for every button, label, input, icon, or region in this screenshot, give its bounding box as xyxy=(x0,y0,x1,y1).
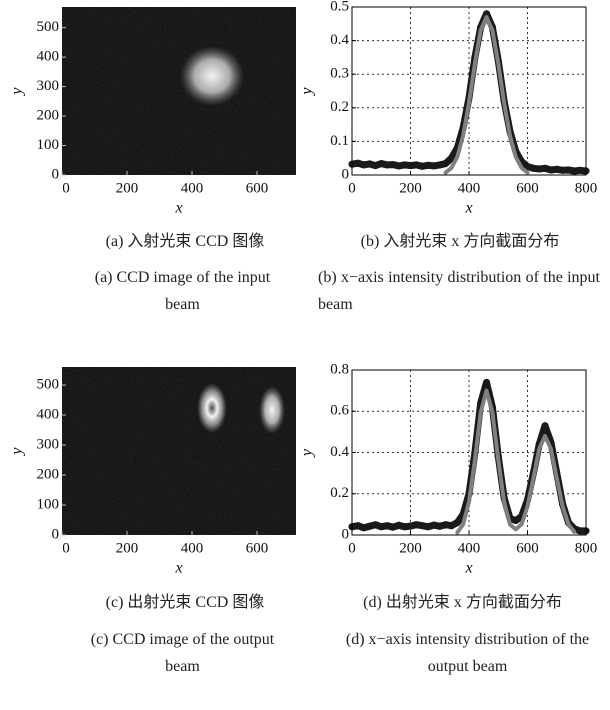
y-tick-label: 0.5 xyxy=(330,0,349,14)
x-tick-label: 0 xyxy=(62,540,70,556)
y-tick-label: 0.8 xyxy=(330,361,349,377)
y-tick-label: 0 xyxy=(52,166,60,182)
y-tick-label: 200 xyxy=(37,466,60,482)
data-point xyxy=(430,522,437,529)
x-tick-label: 0 xyxy=(348,540,356,556)
x-tick-label: 200 xyxy=(399,180,422,196)
y-tick-label: 100 xyxy=(37,137,60,153)
caption-english: (a) CCD image of the input beam xyxy=(85,264,280,318)
x-tick-label: 400 xyxy=(181,180,204,196)
y-tick-label: 500 xyxy=(37,376,60,392)
data-point xyxy=(419,522,426,529)
y-tick-label: 0.1 xyxy=(330,133,349,149)
data-point xyxy=(413,521,420,528)
x-axis-label: x xyxy=(174,200,182,217)
data-point xyxy=(378,160,385,167)
caption: (d) 出射光束 x 方向截面分布 xyxy=(320,589,605,616)
caption: (a) 入射光束 CCD 图像 xyxy=(70,228,300,255)
y-tick-label: 200 xyxy=(37,107,60,123)
x-tick-label: 800 xyxy=(575,540,598,556)
data-point xyxy=(413,161,420,168)
y-tick-label: 300 xyxy=(37,78,60,94)
data-point xyxy=(436,161,443,168)
caption-english: (b) x−axis intensity distribution of the… xyxy=(318,264,600,318)
x-tick-label: 200 xyxy=(399,540,422,556)
caption: (c) 出射光束 CCD 图像 xyxy=(70,589,300,616)
data-point xyxy=(395,162,402,169)
output-beam-spot xyxy=(259,386,285,434)
x-tick-label: 400 xyxy=(458,180,481,196)
x-axis-label: x xyxy=(464,560,472,577)
caption-english: (d) x−axis intensity distribution of the… xyxy=(330,626,605,680)
y-tick-label: 0.2 xyxy=(330,485,349,501)
data-point xyxy=(384,522,391,529)
data-point xyxy=(442,521,449,528)
caption: (b) 入射光束 x 方向截面分布 xyxy=(320,228,600,255)
y-axis-label: y xyxy=(299,87,316,97)
y-tick-label: 0.4 xyxy=(330,32,349,48)
x-tick-label: 200 xyxy=(116,540,139,556)
x-tick-label: 600 xyxy=(246,180,269,196)
y-tick-label: 400 xyxy=(37,49,60,65)
caption-english: (c) CCD image of the output beam xyxy=(85,626,280,680)
data-point xyxy=(419,163,426,170)
x-axis-label: x xyxy=(464,200,472,217)
y-tick-label: 300 xyxy=(37,436,60,452)
x-tick-label: 800 xyxy=(575,180,598,196)
x-axis-label: x xyxy=(174,560,182,577)
y-tick-label: 400 xyxy=(37,406,60,422)
data-point xyxy=(454,519,461,526)
y-tick-label: 0 xyxy=(342,526,350,542)
y-tick-label: 0.4 xyxy=(330,444,349,460)
y-tick-label: 0.3 xyxy=(330,66,349,82)
x-tick-label: 600 xyxy=(516,180,539,196)
y-axis-label: y xyxy=(299,448,316,458)
data-point xyxy=(565,166,572,173)
data-point xyxy=(395,522,402,529)
y-tick-label: 0.6 xyxy=(330,403,349,419)
y-tick-label: 0.2 xyxy=(330,99,349,115)
data-point xyxy=(512,517,519,524)
data-point xyxy=(378,523,385,530)
data-point xyxy=(407,523,414,530)
data-point xyxy=(542,422,549,429)
data-point xyxy=(389,161,396,168)
y-tick-label: 0 xyxy=(52,526,60,542)
data-point xyxy=(442,160,449,167)
y-axis-label: y xyxy=(9,447,26,457)
x-tick-label: 0 xyxy=(348,180,356,196)
data-point xyxy=(483,379,490,386)
x-tick-label: 400 xyxy=(181,540,204,556)
x-tick-label: 0 xyxy=(62,180,70,196)
input-beam-spot xyxy=(180,46,244,106)
x-tick-label: 600 xyxy=(246,540,269,556)
x-tick-label: 400 xyxy=(458,540,481,556)
data-point xyxy=(430,162,437,169)
y-tick-label: 500 xyxy=(37,19,60,35)
y-tick-label: 100 xyxy=(37,496,60,512)
sensor-noise xyxy=(62,7,296,175)
figure: 0 200 400 600 0 100 200 300 400 500 x y 0 200 400 600 80… xyxy=(0,0,610,710)
data-point xyxy=(360,524,367,531)
y-tick-label: 0 xyxy=(342,166,350,182)
data-point xyxy=(360,161,367,168)
sensor-noise xyxy=(62,367,296,535)
x-tick-label: 600 xyxy=(516,540,539,556)
data-point xyxy=(553,166,560,173)
x-tick-label: 200 xyxy=(116,180,139,196)
output-beam-spot xyxy=(197,383,227,433)
y-axis-label: y xyxy=(9,87,26,97)
